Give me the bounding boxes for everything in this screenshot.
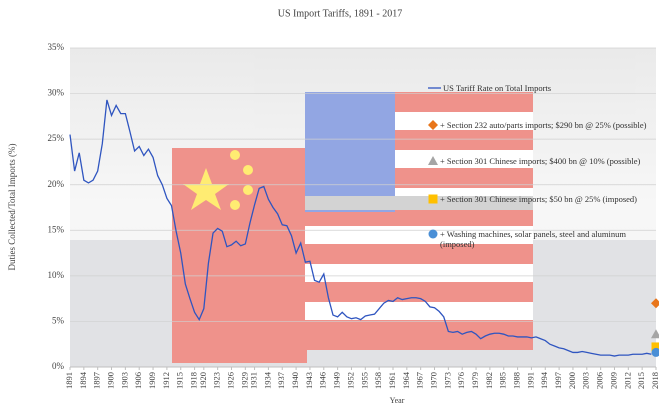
legend-swatch <box>429 230 438 239</box>
x-tick-label: 1997 <box>553 372 563 389</box>
x-tick-label: 1909 <box>147 372 157 389</box>
x-tick-label: 1894 <box>78 371 88 389</box>
x-tick-label: 1982 <box>484 372 494 389</box>
x-tick-label: 1937 <box>276 372 286 389</box>
y-tick-label: 10% <box>48 270 65 280</box>
legend-label: + Washing machines, solar panels, steel … <box>440 229 652 249</box>
background-image <box>70 48 656 367</box>
x-tick-label: 1991 <box>525 372 535 389</box>
y-tick-label: 5% <box>52 315 65 325</box>
x-tick-label: 1955 <box>359 372 369 389</box>
legend-label: + Section 232 auto/parts imports; $290 b… <box>440 120 652 130</box>
x-tick-label: 1967 <box>415 372 425 389</box>
x-tick-label: 1906 <box>133 372 143 389</box>
x-tick-label: 1994 <box>539 371 549 389</box>
x-tick-label: 2000 <box>567 372 577 389</box>
x-tick-label: 1900 <box>105 372 115 389</box>
x-tick-label: 1903 <box>119 372 129 389</box>
x-tick-label: 1920 <box>198 372 208 389</box>
x-tick-label: 1988 <box>512 372 522 389</box>
x-tick-label: 1949 <box>332 372 342 389</box>
x-tick-label: 1891 <box>64 372 74 389</box>
x-tick-label: 2006 <box>595 372 605 389</box>
x-tick-label: 1985 <box>498 372 508 389</box>
x-tick-label: 1931 <box>249 372 259 389</box>
x-tick-label: 2009 <box>608 372 618 389</box>
x-tick-label: 1923 <box>212 372 222 389</box>
x-tick-label: 1897 <box>92 372 102 389</box>
y-tick-label: 20% <box>48 179 65 189</box>
x-tick-label: 2018 <box>650 372 659 389</box>
x-tick-label: 1946 <box>318 372 328 389</box>
x-tick-label: 1943 <box>304 372 314 389</box>
legend-label: + Section 301 Chinese imports; $400 bn @… <box>440 156 652 166</box>
x-tick-label: 2015 <box>636 372 646 389</box>
x-tick-label: 1973 <box>442 372 452 389</box>
x-tick-label: 1964 <box>401 371 411 389</box>
y-tick-label: 35% <box>48 42 65 52</box>
x-tick-label: 1952 <box>345 372 355 389</box>
x-tick-label: 1915 <box>175 372 185 389</box>
x-tick-label: 2003 <box>581 372 591 389</box>
x-tick-label: 1926 <box>225 372 235 389</box>
x-tick-label: 2012 <box>622 372 632 389</box>
x-tick-label: 1912 <box>161 372 171 389</box>
y-axis-title: Duties Collected/Total Imports (%) <box>7 143 17 270</box>
x-axis-title: Year <box>390 396 405 405</box>
x-tick-label: 1934 <box>262 371 272 389</box>
y-tick-label: 25% <box>48 133 65 143</box>
x-tick-label: 1958 <box>373 372 383 389</box>
y-tick-label: 15% <box>48 224 65 234</box>
y-tick-label: 30% <box>48 88 65 98</box>
x-tick-label: 1961 <box>387 372 397 389</box>
legend-swatch <box>429 195 438 204</box>
legend-label: US Tariff Rate on Total Imports <box>443 83 655 93</box>
x-tick-label: 1940 <box>290 372 300 389</box>
legend-label: + Section 301 Chinese imports; $50 bn @ … <box>440 194 652 204</box>
x-tick-label: 1979 <box>470 372 480 389</box>
x-tick-label: 1970 <box>428 372 438 389</box>
page: US Import Tariffs, 1891 - 2017 Year Duti… <box>0 0 659 405</box>
x-tick-label: 1976 <box>456 372 466 389</box>
chart-title: US Import Tariffs, 1891 - 2017 <box>278 8 402 19</box>
y-tick-label: 0% <box>52 361 65 371</box>
